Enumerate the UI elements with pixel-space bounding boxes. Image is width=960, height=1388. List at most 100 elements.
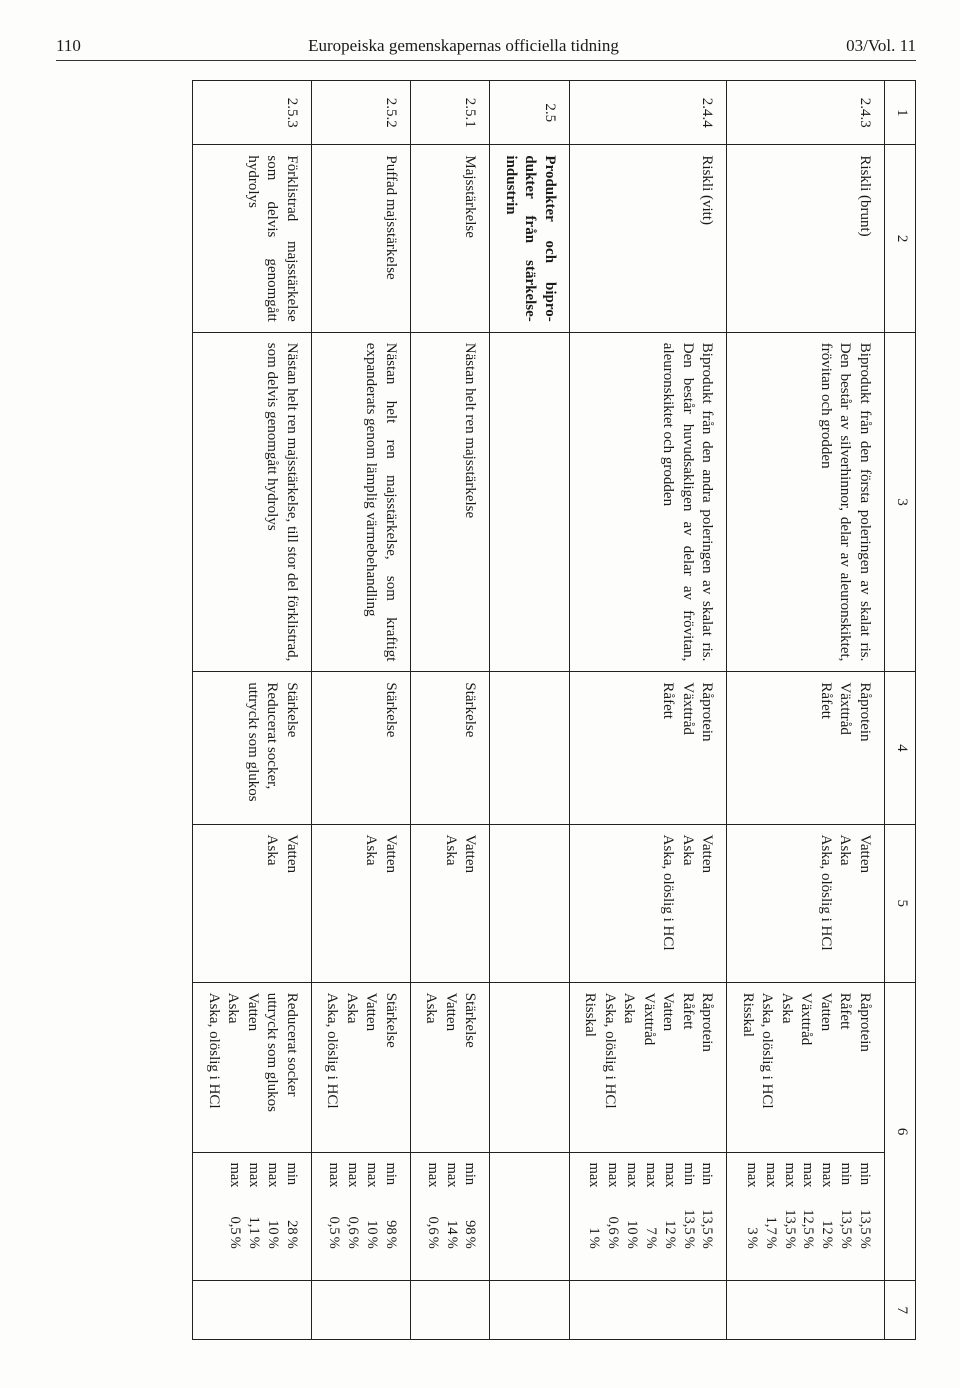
limit-number: 98 (381, 1199, 400, 1237)
limit-kind: max (244, 1163, 263, 1199)
limit-unit: % (780, 1237, 799, 1249)
cell-section-name: Produkter och bipro­dukter från stärkels… (490, 145, 570, 332)
cell-desc: Biprodukt från den andra poleringen av s… (570, 332, 728, 672)
cell-id: 2.5.3 (193, 81, 312, 145)
value-line: max10% (263, 1163, 282, 1271)
value-line: max3% (742, 1163, 761, 1271)
value-line: max7% (641, 1163, 660, 1271)
limit-kind: max (263, 1163, 282, 1199)
value-line: max0,6% (423, 1163, 442, 1271)
cell-empty (490, 672, 570, 824)
value-line: max10% (622, 1163, 641, 1271)
cell-col4: Stärkelse (312, 672, 411, 824)
limit-number: 98 (461, 1199, 480, 1237)
limit-number: 3 (742, 1199, 761, 1237)
col-head-3: 3 (885, 332, 916, 672)
limit-number: 28 (282, 1199, 301, 1237)
col-head-4: 4 (885, 672, 916, 824)
cell-col7 (312, 1281, 411, 1340)
cell-empty (490, 1152, 570, 1281)
table-row: 2.5.2Puffad majsstärkelseNästan helt ren… (312, 81, 411, 1340)
limit-number: 13,5 (698, 1199, 717, 1237)
limit-unit: % (761, 1237, 780, 1249)
value-line: min13,5% (836, 1163, 855, 1271)
value-line: max1% (585, 1163, 604, 1271)
limit-unit: % (698, 1237, 717, 1249)
cell-col6-labels: StärkelseVattenAska (411, 982, 491, 1152)
value-line: min98% (381, 1163, 400, 1271)
rotated-table-wrap: 1 2 3 4 5 6 7 2.4.3Riskli (brunt)Biprodu… (56, 80, 916, 1340)
cell-col6-labels: RåproteinRåfettVattenVäxttrådAskaAska, o… (727, 982, 885, 1152)
cell-name: Puffad majsstärkelse (312, 145, 411, 332)
limit-unit: % (836, 1237, 855, 1249)
journal-title: Europeiska gemenskapernas officiella tid… (81, 36, 846, 56)
limit-unit: % (362, 1237, 381, 1249)
table-row: 2.4.4Riskli (vitt)Biprodukt från den and… (570, 81, 728, 1340)
limit-unit: % (799, 1237, 818, 1249)
value-list: min98%max10%max0,6%max0,5% (325, 1163, 400, 1271)
value-line: max1,7% (761, 1163, 780, 1271)
value-line: max0,6% (343, 1163, 362, 1271)
spec-table: 1 2 3 4 5 6 7 2.4.3Riskli (brunt)Biprodu… (193, 80, 917, 1340)
cell-col7 (570, 1281, 728, 1340)
value-line: max0,5% (226, 1163, 245, 1271)
cell-name: Förklistrad majsstär­kelse som delvis ge… (193, 145, 312, 332)
value-line: min98% (461, 1163, 480, 1271)
cell-col6-labels: RåproteinRåfettVattenVäxttrådAskaAska, o… (570, 982, 728, 1152)
limit-unit: % (817, 1237, 836, 1249)
cell-col7 (727, 1281, 885, 1340)
limit-unit: % (742, 1237, 761, 1249)
cell-col6-values: min98%max14%max0,6% (411, 1152, 491, 1281)
limit-unit: % (641, 1237, 660, 1249)
limit-unit: % (622, 1237, 641, 1249)
value-line: max12,5% (799, 1163, 818, 1271)
value-list: min13,5%min13,5%max12%max12,5%max13,5%ma… (742, 1163, 874, 1271)
limit-unit: % (442, 1237, 461, 1249)
table-section-row: 2.5Produkter och bipro­dukter från stärk… (490, 81, 570, 1340)
limit-kind: min (698, 1163, 717, 1199)
limit-kind: min (679, 1163, 698, 1199)
limit-kind: max (660, 1163, 679, 1199)
cell-col6-labels: Reducerat socker uttryckt som glukosVatt… (193, 982, 312, 1152)
rotated-table-inner: 1 2 3 4 5 6 7 2.4.3Riskli (brunt)Biprodu… (56, 80, 916, 1340)
limit-number: 7 (641, 1199, 660, 1237)
limit-unit: % (660, 1237, 679, 1249)
cell-col5: VattenAskaAska, olöslig i HCl (727, 824, 885, 982)
value-line: min13,5% (679, 1163, 698, 1271)
limit-kind: min (381, 1163, 400, 1199)
cell-empty (490, 982, 570, 1152)
limit-unit: % (282, 1237, 301, 1249)
limit-kind: max (761, 1163, 780, 1199)
cell-desc: Nästan helt ren majsstärkelse (411, 332, 491, 672)
value-line: max14% (442, 1163, 461, 1271)
col-head-5: 5 (885, 824, 916, 982)
limit-unit: % (461, 1237, 480, 1249)
limit-unit: % (423, 1237, 442, 1249)
cell-col6-labels: StärkelseVattenAskaAska, olöslig i HCl (312, 982, 411, 1152)
limit-kind: max (362, 1163, 381, 1199)
cell-desc: Biprodukt från den första poleringen av … (727, 332, 885, 672)
limit-kind: max (325, 1163, 344, 1199)
limit-number: 0,6 (343, 1199, 362, 1237)
cell-id: 2.5.1 (411, 81, 491, 145)
limit-unit: % (226, 1237, 245, 1249)
limit-unit: % (585, 1237, 604, 1249)
cell-col4: RåproteinVäxttrådRåfett (570, 672, 728, 824)
value-line: max10% (362, 1163, 381, 1271)
limit-kind: max (343, 1163, 362, 1199)
limit-number: 14 (442, 1199, 461, 1237)
cell-col5: VattenAska (411, 824, 491, 982)
table-row: 2.5.1MajsstärkelseNästan helt ren majsst… (411, 81, 491, 1340)
limit-number: 0,6 (423, 1199, 442, 1237)
cell-col5: VattenAska (193, 824, 312, 982)
limit-unit: % (855, 1237, 874, 1249)
limit-unit: % (325, 1237, 344, 1249)
cell-col7 (193, 1281, 312, 1340)
value-line: max0,6% (603, 1163, 622, 1271)
cell-empty (490, 1281, 570, 1340)
col-head-1: 1 (885, 81, 916, 145)
limit-kind: min (836, 1163, 855, 1199)
value-list: min98%max14%max0,6% (423, 1163, 480, 1271)
limit-kind: max (423, 1163, 442, 1199)
limit-kind: max (585, 1163, 604, 1199)
